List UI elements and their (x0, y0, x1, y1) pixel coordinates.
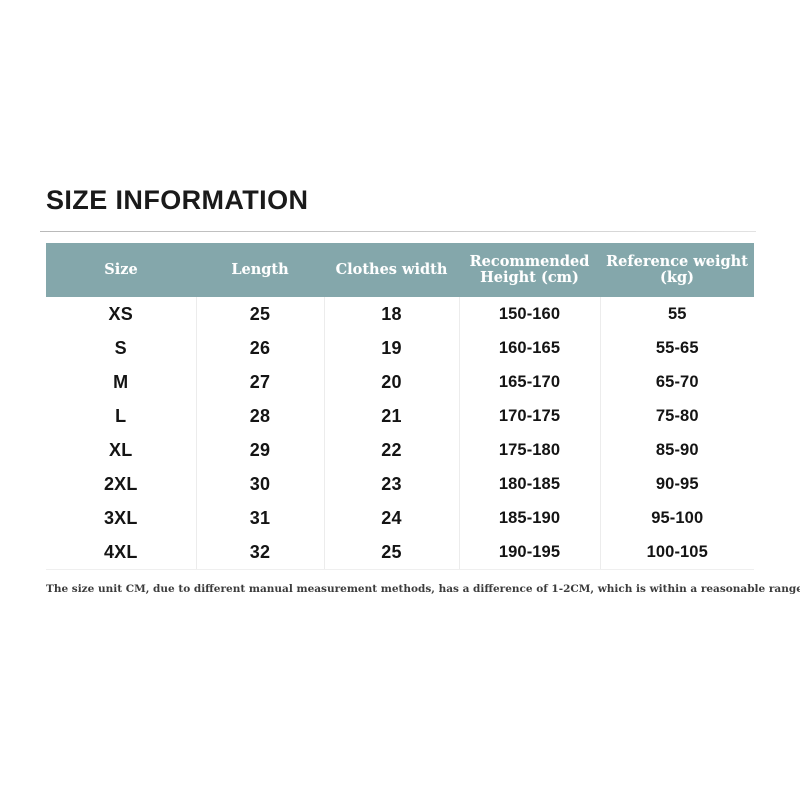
cell-height: 175-180 (459, 433, 601, 467)
title-divider (40, 231, 756, 232)
cell-width: 23 (324, 467, 460, 501)
cell-size: M (46, 365, 197, 399)
cell-height: 160-165 (459, 331, 601, 365)
table-header: Size Length Clothes width Recommended He… (46, 243, 754, 297)
size-chart-table: Size Length Clothes width Recommended He… (46, 243, 754, 570)
column-header-clothes-width: Clothes width (324, 243, 459, 297)
cell-size: 4XL (46, 535, 197, 570)
cell-weight: 55-65 (655, 338, 699, 357)
table-row: XS 25 18 150-160 55 (46, 297, 754, 331)
cell-weight: 85-90 (655, 440, 699, 459)
page-title: SIZE INFORMATION (46, 185, 309, 215)
cell-length: 31 (196, 501, 325, 535)
cell-length: 27 (196, 365, 325, 399)
cell-height: 180-185 (459, 467, 601, 501)
table-row: S 26 19 160-165 55-65 (46, 331, 754, 365)
measurement-footnote: The size unit CM, due to different manua… (46, 583, 800, 595)
cell-weight: 95-100 (651, 508, 704, 527)
cell-size: XS (46, 297, 197, 331)
cell-size: L (46, 399, 197, 433)
cell-width: 21 (324, 399, 460, 433)
cell-size: 3XL (46, 501, 197, 535)
table-header-row: Size Length Clothes width Recommended He… (46, 243, 754, 297)
table-row: 3XL 31 24 185-190 95-100 (46, 501, 754, 535)
table-row: M 27 20 165-170 65-70 (46, 365, 754, 399)
column-header-size: Size (46, 243, 196, 297)
cell-height: 170-175 (459, 399, 601, 433)
cell-length: 28 (196, 399, 325, 433)
cell-length: 26 (196, 331, 325, 365)
cell-size: XL (46, 433, 197, 467)
cell-weight: 100-105 (600, 535, 754, 570)
column-header-reference-weight: Reference weight (kg) (600, 243, 754, 297)
cell-weight: 90-95 (655, 474, 699, 493)
cell-length: 29 (196, 433, 325, 467)
table-row: 4XL 32 25 190-195 100-105 (46, 535, 754, 570)
table-row: 2XL 30 23 180-185 90-95 (46, 467, 754, 501)
cell-length: 30 (196, 467, 325, 501)
cell-weight: 55 (667, 304, 687, 323)
cell-width: 18 (324, 297, 460, 331)
title-block: SIZE INFORMATION (40, 185, 756, 232)
table-row: XL 29 22 175-180 85-90 (46, 433, 754, 467)
column-header-length: Length (196, 243, 324, 297)
cell-size: 2XL (46, 467, 197, 501)
cell-width: 22 (324, 433, 460, 467)
cell-weight: 75-80 (655, 406, 699, 425)
cell-width: 25 (324, 535, 460, 570)
cell-size: S (46, 331, 197, 365)
cell-height: 150-160 (459, 297, 601, 331)
cell-height: 165-170 (459, 365, 601, 399)
cell-length: 25 (196, 297, 325, 331)
table-row: L 28 21 170-175 75-80 (46, 399, 754, 433)
cell-height: 185-190 (459, 501, 601, 535)
cell-width: 19 (324, 331, 460, 365)
cell-width: 24 (324, 501, 460, 535)
column-header-recommended-height: Recommended Height (cm) (459, 243, 600, 297)
cell-height: 190-195 (459, 535, 601, 570)
table-body: XS 25 18 150-160 55 S 26 19 160-165 55-6… (46, 297, 754, 570)
cell-length: 32 (196, 535, 325, 570)
cell-width: 20 (324, 365, 460, 399)
cell-weight: 65-70 (655, 372, 699, 391)
